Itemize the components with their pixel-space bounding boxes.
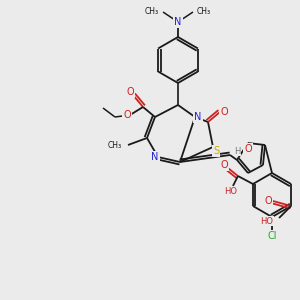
Text: HO: HO	[224, 187, 237, 196]
Text: O: O	[244, 144, 252, 154]
Text: CH₃: CH₃	[108, 140, 122, 149]
Text: N: N	[194, 112, 202, 122]
Text: O: O	[126, 87, 134, 97]
Text: O: O	[220, 160, 228, 170]
Text: HO: HO	[260, 217, 273, 226]
Text: H: H	[234, 146, 240, 155]
Text: O: O	[264, 196, 272, 206]
Text: CH₃: CH₃	[145, 8, 159, 16]
Text: O: O	[220, 107, 228, 117]
Text: N: N	[174, 17, 182, 27]
Text: CH₃: CH₃	[197, 8, 211, 16]
Text: S: S	[213, 146, 219, 156]
Text: N: N	[151, 152, 159, 162]
Text: Cl: Cl	[267, 231, 277, 241]
Text: O: O	[123, 110, 131, 120]
